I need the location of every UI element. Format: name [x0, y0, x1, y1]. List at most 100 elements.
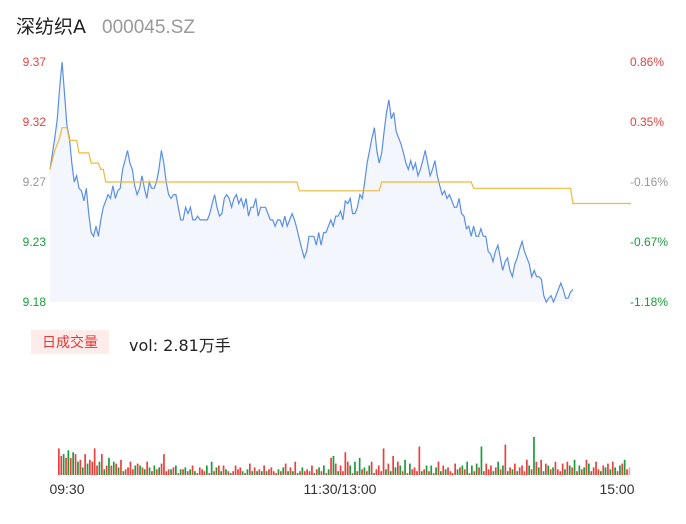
volume-bar [175, 465, 177, 475]
volume-bar [308, 471, 311, 475]
volume-bar [136, 463, 139, 475]
volume-bar [451, 473, 454, 475]
volume-bar [268, 469, 270, 475]
volume-bar [552, 467, 554, 475]
volume-bar [134, 465, 137, 475]
volume-bar [494, 467, 497, 475]
y-left-tick: 9.18 [23, 295, 47, 309]
volume-bar [280, 471, 282, 475]
volume-bar [595, 461, 597, 475]
volume-bar [373, 473, 375, 475]
volume-bar [229, 473, 232, 475]
x-tick: 15:00 [599, 481, 634, 497]
volume-bar [392, 456, 394, 475]
volume-bar [420, 471, 423, 475]
volume-bar [480, 446, 483, 475]
volume-bar [377, 465, 380, 475]
volume-bar [370, 461, 373, 475]
volume-bar [72, 452, 74, 475]
volume-bar [115, 463, 117, 475]
volume-bar [315, 469, 318, 475]
volume-bar [251, 471, 254, 475]
volume-bar [456, 469, 459, 475]
volume-bar [318, 467, 320, 475]
volume-bar [325, 473, 328, 475]
volume-tab[interactable]: 日成交量 [31, 330, 109, 354]
volume-bar [237, 469, 239, 475]
volume-bar [96, 465, 98, 475]
volume-bar [463, 469, 466, 475]
volume-bar [103, 469, 106, 475]
volume-bar [380, 471, 382, 475]
volume-bar [139, 465, 141, 475]
volume-bar [366, 471, 368, 475]
volume-bar [81, 467, 84, 475]
volume-bar [559, 471, 562, 475]
volume-bar [179, 469, 182, 475]
volume-bar [590, 471, 593, 475]
y-right-tick: -0.16% [630, 175, 668, 189]
volume-bar [69, 457, 72, 475]
volume-bar [561, 463, 564, 475]
volume-bar [406, 473, 409, 475]
volume-bar [272, 471, 275, 475]
volume-bar [349, 465, 351, 475]
volume-bar [337, 471, 339, 475]
volume-bar [294, 461, 297, 475]
volume-bar [566, 461, 569, 475]
volume-bar [542, 471, 545, 475]
volume-bar [497, 461, 499, 475]
volume-bar [356, 471, 359, 475]
volume-bar [299, 471, 301, 475]
volume-bar [222, 465, 225, 475]
volume-bar [628, 467, 631, 475]
volume-bar [301, 467, 304, 475]
chart-header: 深纺织A 000045.SZ [16, 12, 195, 40]
volume-bar [609, 469, 612, 475]
volume-bar [354, 461, 356, 475]
volume-bar [523, 471, 526, 475]
volume-bar [509, 467, 511, 475]
volume-bar [626, 469, 628, 475]
volume-bar [177, 473, 180, 475]
volume-bar [401, 471, 404, 475]
volume-bar [540, 459, 542, 475]
volume-bar [244, 473, 246, 475]
volume-bar [533, 437, 535, 475]
volume-bar [418, 446, 421, 475]
volume-bar [189, 469, 191, 475]
y-right-tick: -0.67% [630, 235, 668, 249]
volume-bar [471, 465, 473, 475]
volume-bar [210, 461, 213, 475]
volume-bar [62, 454, 65, 475]
volume-bar [492, 471, 495, 475]
volume-bar [339, 465, 342, 475]
volume-bar [234, 465, 237, 475]
volume-bar [437, 461, 440, 475]
volume-bar [576, 471, 578, 475]
volume-bar [521, 465, 523, 475]
x-tick: 09:30 [49, 481, 84, 497]
volume-bar [287, 471, 289, 475]
y-left-tick: 9.32 [23, 115, 47, 129]
volume-bar [170, 469, 172, 475]
volume-bar [84, 454, 86, 475]
volume-bar [459, 467, 461, 475]
volume-bar [203, 471, 206, 475]
volume-bar [592, 467, 595, 475]
volume-bar [249, 463, 251, 475]
volume-bar [260, 471, 263, 475]
volume-bar [588, 463, 590, 475]
volume-bar [74, 454, 77, 475]
y-left-tick: 9.27 [23, 175, 47, 189]
volume-bar [487, 469, 490, 475]
volume-bar [311, 465, 313, 475]
volume-bar [227, 471, 230, 475]
volume-bar [306, 469, 308, 475]
volume-bar [258, 469, 261, 475]
volume-bar [423, 469, 425, 475]
volume-bar [607, 463, 609, 475]
volume-bar [358, 457, 361, 475]
volume-bar [151, 471, 153, 475]
volume-bar [511, 469, 514, 475]
